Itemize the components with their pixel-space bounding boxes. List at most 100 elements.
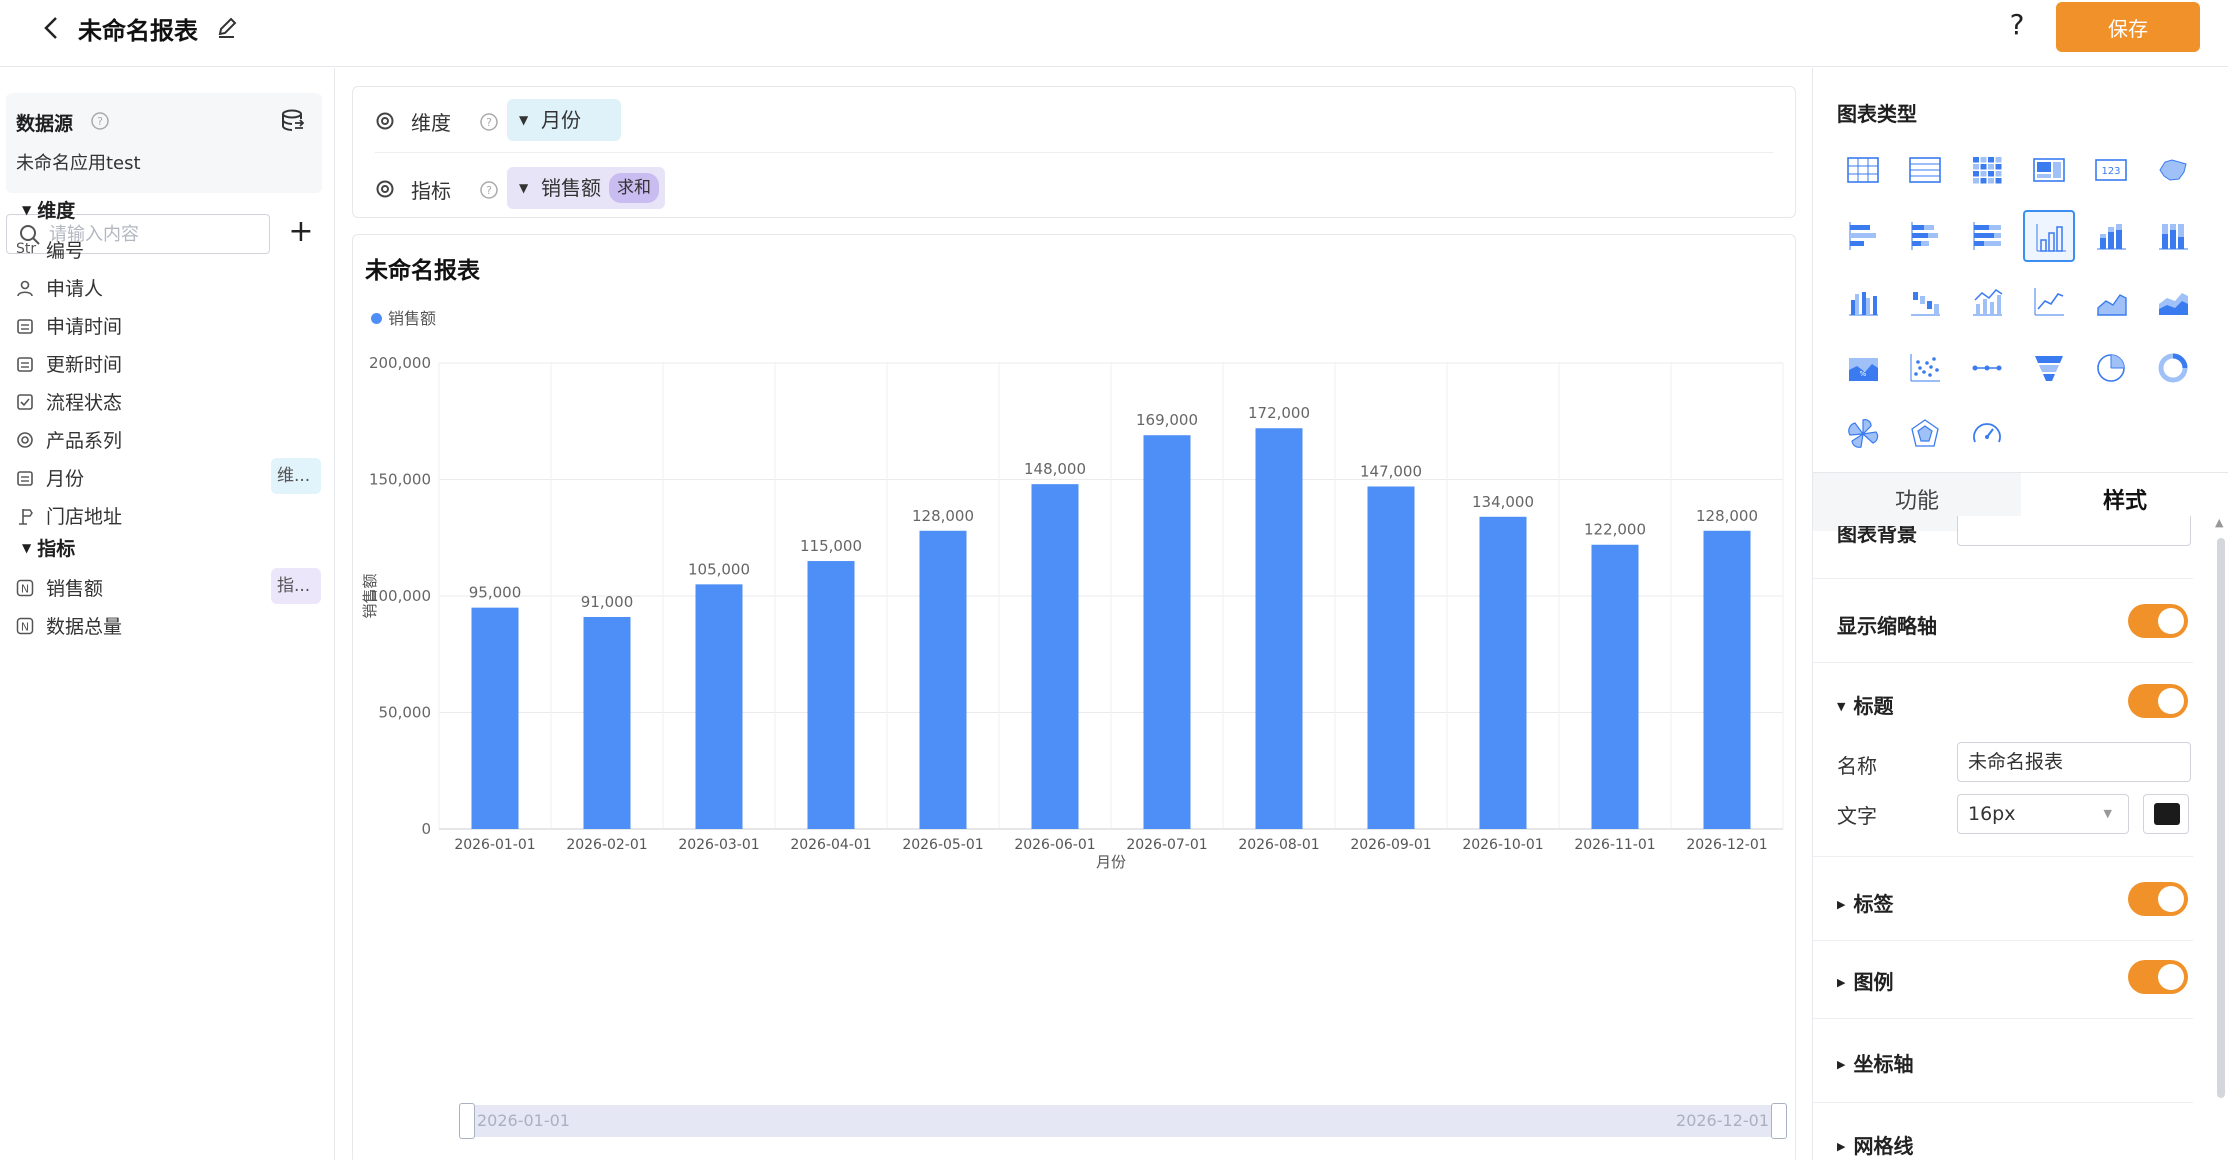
chart-type-detail-table-icon[interactable] bbox=[1899, 144, 1951, 196]
field-label: 编号 bbox=[46, 240, 85, 262]
data-label: 134,000 bbox=[1472, 493, 1534, 511]
field-item-product-series[interactable]: 产品系列 bbox=[16, 426, 321, 460]
chart-type-pie-icon[interactable] bbox=[2085, 342, 2137, 394]
field-item-applicant[interactable]: 申请人 bbox=[16, 274, 321, 308]
chart-type-percent-bar-icon[interactable] bbox=[2147, 210, 2199, 262]
zoom-end-handle[interactable] bbox=[1771, 1103, 1787, 1139]
data-label: 115,000 bbox=[800, 537, 862, 555]
svg-text:N: N bbox=[21, 621, 29, 634]
chart-legend[interactable]: 销售额 bbox=[371, 305, 436, 329]
question-icon[interactable]: ? bbox=[90, 111, 110, 131]
chart-type-stacked-area-icon[interactable] bbox=[2147, 276, 2199, 328]
svg-text:123: 123 bbox=[2101, 166, 2120, 177]
chart-type-dot-line-icon[interactable] bbox=[1961, 342, 2013, 394]
zoom-slider[interactable]: 2026-01-01 2026-12-01 bbox=[459, 1103, 1787, 1139]
field-label: 门店地址 bbox=[46, 506, 123, 528]
metric-chip-label: 销售额 bbox=[541, 176, 601, 200]
font-size-value: 16px bbox=[1968, 803, 2016, 825]
chart-type-funnel-icon[interactable] bbox=[2023, 342, 2075, 394]
bar bbox=[1031, 484, 1079, 829]
title-name-input[interactable]: 未命名报表 bbox=[1957, 742, 2191, 782]
chart-type-bar-icon[interactable] bbox=[2023, 210, 2075, 262]
chart-type-line-icon[interactable] bbox=[2023, 276, 2075, 328]
chart-type-gauge-icon[interactable] bbox=[1961, 408, 2013, 460]
label-toggle[interactable] bbox=[2128, 882, 2188, 916]
used-metric-badge: 指... bbox=[271, 568, 321, 604]
chart-type-rose-icon[interactable] bbox=[1837, 408, 1889, 460]
label-section-header[interactable]: ▶ 标签 bbox=[1837, 888, 1893, 917]
data-label: 128,000 bbox=[1696, 507, 1758, 525]
data-label: 172,000 bbox=[1248, 404, 1310, 422]
field-item-store-address[interactable]: 门店地址 bbox=[16, 502, 321, 536]
search-input[interactable] bbox=[49, 219, 259, 249]
chart-type-scatter-icon[interactable] bbox=[1899, 342, 1951, 394]
dimension-config-label: 维度 bbox=[411, 111, 451, 135]
legend-section-header[interactable]: ▶ 图例 bbox=[1837, 966, 1893, 995]
gear-icon bbox=[376, 180, 394, 198]
font-size-select[interactable]: 16px ▼ bbox=[1957, 794, 2129, 834]
chart-type-multi-bar-icon[interactable] bbox=[1837, 276, 1889, 328]
x-tick-label: 2026-09-01 bbox=[1350, 837, 1431, 853]
chart-type-percent-bar-h-icon[interactable] bbox=[1961, 210, 2013, 262]
x-tick-label: 2026-05-01 bbox=[902, 837, 983, 853]
field-item-sales[interactable]: N 销售额 指... bbox=[16, 568, 321, 608]
show-thumbnail-axis-label: 显示缩略轴 bbox=[1837, 614, 1937, 638]
checkbox-icon bbox=[17, 394, 33, 410]
chart-type-radar-icon[interactable] bbox=[1899, 408, 1951, 460]
chart-type-ring-icon[interactable] bbox=[2147, 342, 2199, 394]
aggregation-badge[interactable]: 求和 bbox=[609, 173, 659, 203]
chart-type-kpi-card-icon[interactable] bbox=[2023, 144, 2075, 196]
chart-card: 未命名报表 销售额 200,000 150,000 100,000 50,000 0 销售… bbox=[352, 234, 1796, 1160]
database-switch-icon[interactable] bbox=[278, 107, 306, 135]
data-label: 95,000 bbox=[469, 584, 522, 602]
chart-type-map-icon[interactable] bbox=[2147, 144, 2199, 196]
data-label: 91,000 bbox=[581, 593, 634, 611]
metric-chip[interactable]: ▼ 销售额 求和 bbox=[507, 167, 665, 209]
metric-section-header[interactable]: ▼ 指标 bbox=[22, 534, 75, 561]
chart-type-stacked-bar-icon[interactable] bbox=[2085, 210, 2137, 262]
question-icon[interactable]: ? bbox=[479, 112, 499, 132]
chart-type-stacked-bar-h-icon[interactable] bbox=[1899, 210, 1951, 262]
bar bbox=[695, 584, 743, 829]
save-button[interactable]: 保存 bbox=[2056, 2, 2200, 52]
field-item-month[interactable]: 月份 维... bbox=[16, 458, 321, 498]
chart-type-step-bar-icon[interactable] bbox=[1899, 276, 1951, 328]
font-color-picker[interactable] bbox=[2143, 794, 2189, 834]
chart-background-input[interactable] bbox=[1957, 516, 2191, 546]
dimension-chip[interactable]: ▼ 月份 bbox=[507, 99, 621, 141]
title-toggle[interactable] bbox=[2128, 684, 2188, 718]
chart-type-bar-line-icon[interactable] bbox=[1961, 276, 2013, 328]
zoom-start-handle[interactable] bbox=[459, 1103, 475, 1139]
legend-toggle[interactable] bbox=[2128, 960, 2188, 994]
field-item-apply-time[interactable]: 申请时间 bbox=[16, 312, 321, 346]
chart-type-bar-h-icon[interactable] bbox=[1837, 210, 1889, 262]
caret-right-icon: ▶ bbox=[1837, 1140, 1846, 1153]
field-item-flow-status[interactable]: 流程状态 bbox=[16, 388, 321, 422]
question-icon[interactable]: ? bbox=[479, 180, 499, 200]
field-item-data-count[interactable]: N 数据总量 bbox=[16, 612, 321, 646]
title-section-header[interactable]: ▼ 标题 bbox=[1837, 690, 1893, 719]
bar bbox=[1367, 486, 1415, 829]
dimension-chip-label: 月份 bbox=[541, 108, 581, 132]
scroll-up-icon[interactable]: ▲ bbox=[2215, 516, 2224, 529]
field-item-update-time[interactable]: 更新时间 bbox=[16, 350, 321, 384]
panel-scrollbar[interactable] bbox=[2217, 538, 2225, 1098]
add-field-button[interactable]: + bbox=[288, 214, 314, 249]
thumbnail-axis-toggle[interactable] bbox=[2128, 604, 2188, 638]
x-tick-label: 2026-04-01 bbox=[790, 837, 871, 853]
edit-pencil-icon[interactable] bbox=[212, 12, 242, 42]
field-label: 更新时间 bbox=[46, 354, 123, 376]
chart-type-table-icon[interactable] bbox=[1837, 144, 1889, 196]
axis-section-header[interactable]: ▶ 坐标轴 bbox=[1837, 1048, 1913, 1077]
grid-section-header[interactable]: ▶ 网格线 bbox=[1837, 1130, 1913, 1159]
back-arrow-icon[interactable] bbox=[36, 10, 66, 46]
chart-type-number-card-icon[interactable]: 123 bbox=[2085, 144, 2137, 196]
metric-section-label: 指标 bbox=[37, 538, 76, 560]
chart-type-percent-area-icon[interactable]: % bbox=[1837, 342, 1889, 394]
chart-type-area-icon[interactable] bbox=[2085, 276, 2137, 328]
dimension-section-header[interactable]: ▼ 维度 bbox=[22, 196, 75, 223]
chart-type-pivot-table-icon[interactable] bbox=[1961, 144, 2013, 196]
help-icon[interactable]: ? bbox=[2009, 8, 2025, 41]
field-item-id[interactable]: Str 编号 bbox=[16, 236, 321, 270]
svg-text:N: N bbox=[21, 583, 29, 596]
